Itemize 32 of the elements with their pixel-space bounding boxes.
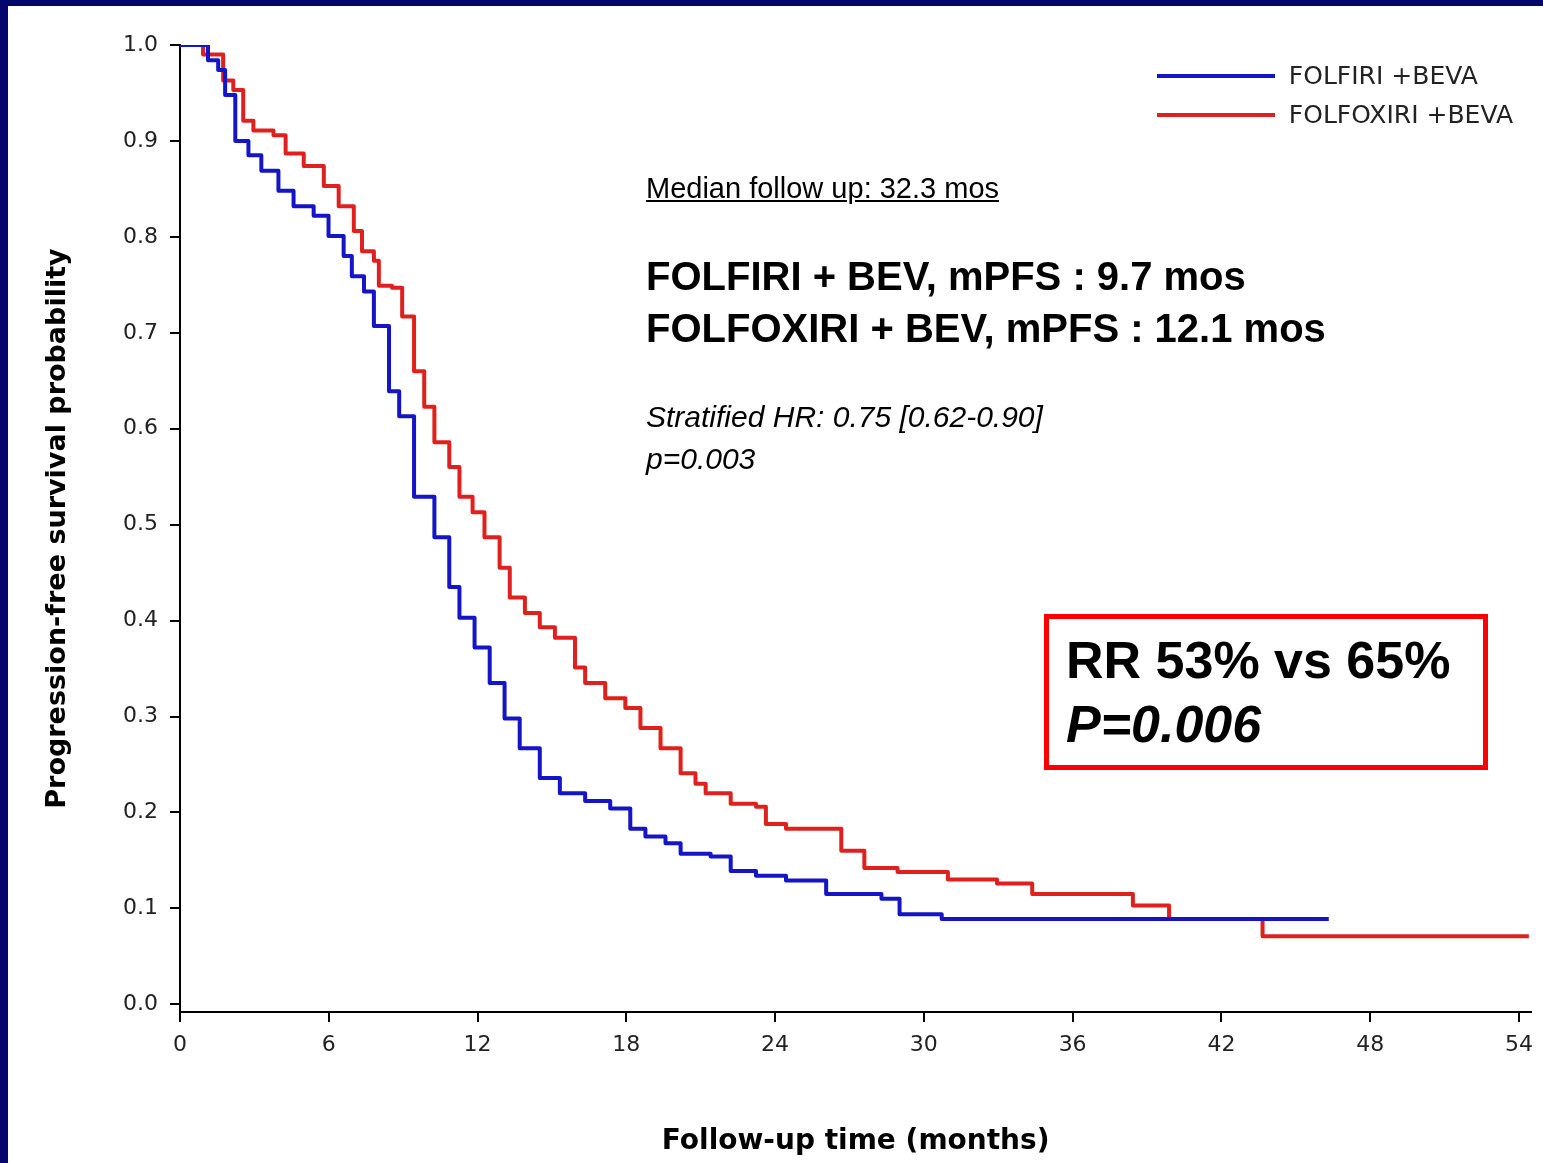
y-axis-title: Progression-free survival probability — [40, 247, 72, 809]
y-tick-label: 0.3 — [123, 702, 158, 728]
y-tick-label: 0.7 — [123, 318, 158, 344]
y-tick-label: 0.2 — [123, 798, 158, 824]
legend-label: FOLFOXIRI +BEVA — [1288, 100, 1513, 129]
legend-label: FOLFIRI +BEVA — [1288, 61, 1478, 90]
x-tick-label: 42 — [1207, 1030, 1236, 1056]
annotation: FOLFIRI + BEV, mPFS : 9.7 mos — [646, 254, 1246, 299]
annotation: Stratified HR: 0.75 [0.62-0.90] — [646, 400, 1043, 434]
x-tick-label: 0 — [173, 1030, 187, 1056]
y-tick-label: 0.4 — [123, 606, 158, 632]
x-tick-label: 54 — [1504, 1030, 1533, 1056]
y-tick-label: 0.8 — [123, 222, 158, 248]
annotation: p=0.003 — [646, 442, 756, 476]
annotation: FOLFOXIRI + BEV, mPFS : 12.1 mos — [646, 306, 1326, 351]
y-tick-label: 0.0 — [123, 990, 158, 1016]
x-tick-label: 18 — [612, 1030, 641, 1056]
y-tick-label: 0.5 — [123, 510, 158, 536]
x-tick-label: 30 — [909, 1030, 938, 1056]
y-tick-label: 1.0 — [123, 30, 158, 56]
x-tick-label: 24 — [761, 1030, 790, 1056]
annotation: RR 53% vs 65% — [1066, 630, 1451, 690]
y-tick-label: 0.1 — [123, 894, 158, 920]
x-tick-label: 12 — [463, 1030, 492, 1056]
annotation: Median follow up: 32.3 mos — [646, 172, 1000, 205]
x-tick-label: 6 — [321, 1030, 336, 1056]
x-axis-title: Follow-up time (months) — [661, 1123, 1050, 1157]
y-tick-label: 0.6 — [123, 414, 158, 440]
x-tick-label: 36 — [1058, 1030, 1087, 1056]
y-tick-label: 0.9 — [123, 126, 158, 152]
x-tick-label: 48 — [1356, 1030, 1385, 1056]
annotation: P=0.006 — [1066, 694, 1262, 754]
